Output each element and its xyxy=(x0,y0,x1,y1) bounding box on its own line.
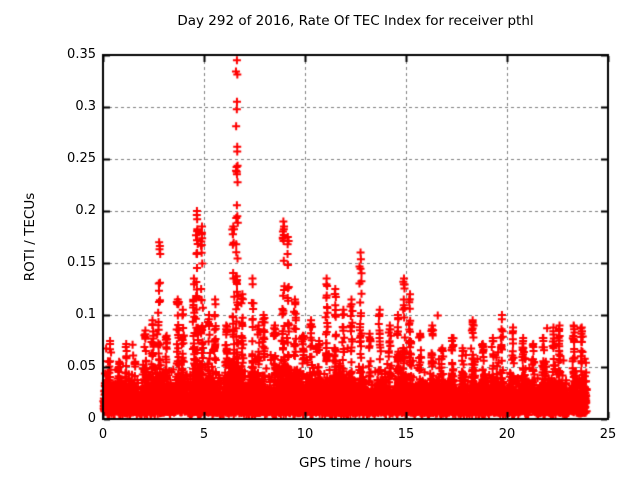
x-tick-label: 10 xyxy=(296,427,314,442)
x-tick-label: 20 xyxy=(498,427,516,442)
y-tick-label: 0.1 xyxy=(75,307,96,322)
y-tick-label: 0.3 xyxy=(75,99,96,114)
y-tick-label: 0.05 xyxy=(67,359,96,374)
x-tick-label: 25 xyxy=(599,427,617,442)
x-axis-label: GPS time / hours xyxy=(298,455,413,471)
x-tick-label: 5 xyxy=(199,427,209,442)
chart-title: Day 292 of 2016, Rate Of TEC Index for r… xyxy=(177,13,534,29)
y-tick-label: 0.2 xyxy=(75,203,96,218)
y-tick-label: 0.25 xyxy=(67,151,96,166)
y-tick-label: 0.15 xyxy=(67,255,96,270)
y-tick-label: 0.35 xyxy=(67,47,96,62)
x-tick-label: 0 xyxy=(98,427,108,442)
x-tick-label: 15 xyxy=(397,427,415,442)
y-tick-label: 0 xyxy=(87,411,96,426)
